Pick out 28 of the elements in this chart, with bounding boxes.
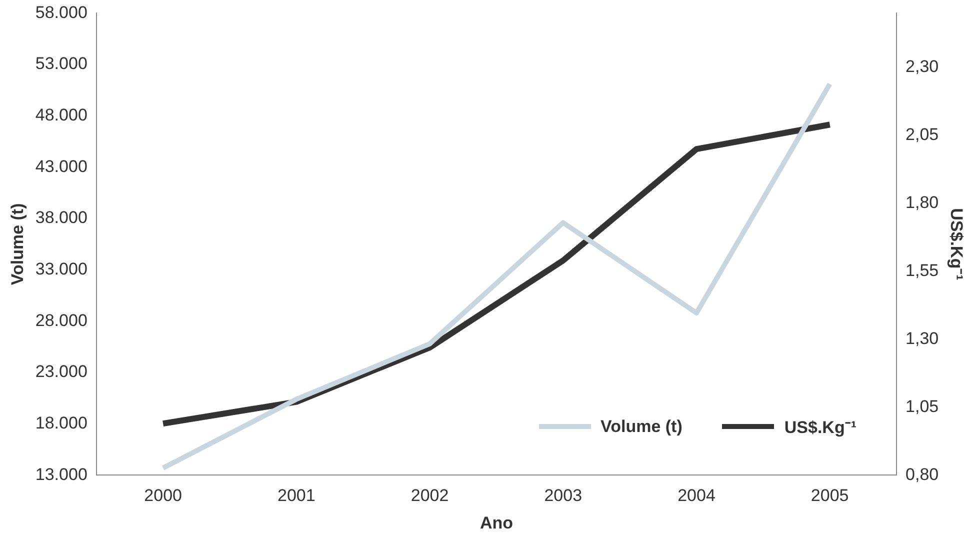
y-tick-label: 13.000 (35, 464, 88, 484)
x-tick-label: 2003 (544, 486, 582, 506)
x-tick-label: 2001 (278, 486, 316, 506)
y-axis-title: Volume (t) (8, 203, 27, 286)
y-tick-label: 53.000 (35, 54, 88, 74)
y2-tick-label: 1,05 (906, 396, 939, 416)
y-tick-label: 33.000 (35, 260, 88, 279)
y2-tick-label: 1,80 (906, 193, 939, 212)
y2-axis-title: US$.Kg⁻¹ (947, 208, 966, 281)
y-tick-label: 58.000 (35, 2, 88, 22)
y2-tick-label: 1,55 (906, 261, 939, 280)
y2-tick-label: 2,30 (906, 57, 939, 76)
x-tick-label: 2000 (144, 486, 182, 506)
y-tick-label: 23.000 (35, 362, 88, 382)
y2-tick-label: 2,05 (906, 125, 939, 144)
y-tick-label: 43.000 (35, 156, 88, 176)
y-tick-label: 48.000 (35, 106, 88, 125)
x-tick-label: 2004 (678, 486, 716, 506)
x-axis-title: Ano (480, 513, 513, 532)
x-tick-label: 2002 (410, 486, 449, 506)
legend-label: US$.Kg⁻¹ (784, 417, 857, 438)
y-tick-label: 18.000 (35, 414, 88, 433)
y-tick-label: 38.000 (35, 208, 88, 228)
y2-tick-label: 1,30 (906, 329, 939, 348)
y2-tick-label: 0,80 (906, 464, 939, 484)
y-tick-label: 28.000 (35, 310, 88, 330)
legend-label: Volume (t) (600, 416, 682, 437)
x-tick-label: 2005 (810, 486, 849, 506)
